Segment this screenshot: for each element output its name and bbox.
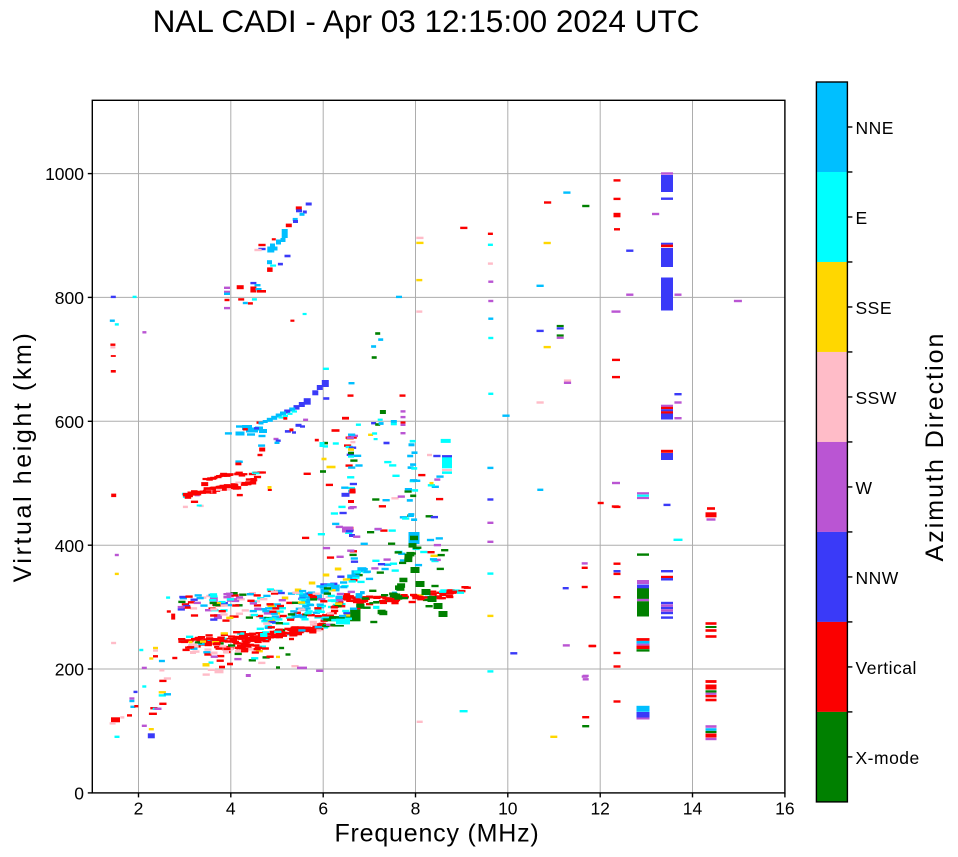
svg-text:X-mode: X-mode [856,748,920,768]
svg-text:1000: 1000 [45,164,84,184]
svg-text:Azimuth Direction: Azimuth Direction [921,332,949,562]
svg-text:SSE: SSE [856,298,893,318]
svg-text:600: 600 [55,412,84,432]
svg-text:Virtual height (km): Virtual height (km) [9,331,37,583]
svg-text:16: 16 [775,799,794,819]
svg-text:W: W [856,478,873,498]
svg-text:4: 4 [226,799,236,819]
svg-text:12: 12 [590,799,609,819]
svg-text:800: 800 [55,288,84,308]
svg-text:2: 2 [134,799,144,819]
svg-text:NNE: NNE [856,118,894,138]
svg-text:Vertical: Vertical [856,658,917,678]
svg-text:8: 8 [411,799,421,819]
svg-text:E: E [856,208,868,228]
svg-text:10: 10 [498,799,518,819]
svg-text:NNW: NNW [856,568,899,588]
svg-text:6: 6 [318,799,328,819]
svg-text:SSW: SSW [856,388,897,408]
svg-text:14: 14 [683,799,703,819]
svg-text:Frequency (MHz): Frequency (MHz) [334,820,539,848]
svg-text:0: 0 [74,784,84,804]
svg-text:200: 200 [55,660,84,680]
svg-text:NAL CADI - Apr 03 12:15:00 202: NAL CADI - Apr 03 12:15:00 2024 UTC [153,3,700,39]
svg-text:400: 400 [55,536,84,556]
